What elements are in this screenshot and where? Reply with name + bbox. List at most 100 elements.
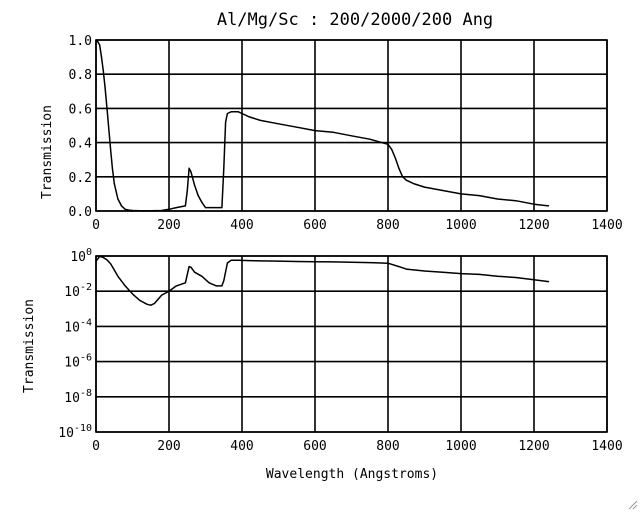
top-data-point (201, 201, 203, 203)
bottom-data-point (230, 259, 232, 261)
bottom-transmission-curve (95, 255, 549, 306)
top-data-point (190, 171, 192, 173)
bottom-data-point (102, 256, 104, 259)
top-data-point (128, 209, 130, 211)
bottom-data-point (190, 266, 192, 268)
bottom-data-point (460, 273, 462, 275)
top-tick-labels: 0 200 400 600 800 1000 1200 1400 0.0 0.2 0.4 0.6 0.8… (69, 34, 623, 233)
linear-transmission-panel: 0 200 400 600 800 1000 1200 1400 0.0 0.2 0.4 0.6 0.8… (40, 34, 623, 233)
top-data-point (184, 205, 186, 207)
bottom-data-point (369, 262, 371, 264)
bottom-data-point (95, 260, 97, 262)
top-y-axis-label: Transmission (40, 105, 55, 199)
top-data-point (139, 210, 141, 212)
bottom-data-point (350, 261, 353, 263)
bottom-data-point (139, 299, 141, 301)
top-data-point (113, 183, 115, 185)
top-data-point (442, 189, 444, 192)
top-x-tick-label: 1400 (591, 218, 622, 233)
top-data-point (533, 203, 535, 205)
bottom-data-point (153, 302, 155, 305)
top-data-point (394, 157, 396, 159)
bottom-data-point (124, 285, 126, 287)
bottom-x-tick-label: 1000 (445, 439, 476, 454)
top-data-point (99, 44, 101, 46)
bottom-data-point (442, 271, 444, 273)
top-data-point (120, 205, 123, 207)
top-data-point (405, 179, 407, 181)
top-x-tick-label: 1000 (445, 218, 476, 233)
top-data-point (225, 121, 227, 123)
bottom-data-point (515, 276, 517, 279)
bottom-x-tick-label: 200 (157, 439, 180, 454)
top-data-point (296, 126, 298, 128)
bottom-y-tick-label: 100 (70, 247, 92, 265)
bottom-data-point (188, 266, 190, 268)
top-y-tick-label: 1.0 (69, 34, 92, 49)
bottom-data-point (248, 260, 250, 262)
bottom-x-tick-label: 1400 (591, 439, 622, 454)
bottom-grid-lines (95, 255, 608, 433)
top-x-tick-label: 800 (376, 218, 399, 233)
top-data-point (223, 167, 225, 169)
top-data-point (168, 208, 170, 210)
top-data-point (387, 143, 389, 145)
resize-grip-icon[interactable] (626, 498, 638, 510)
top-y-tick-label: 0.6 (69, 102, 92, 117)
bottom-data-point (398, 266, 400, 268)
top-data-point (402, 176, 404, 178)
top-data-point (515, 200, 517, 202)
top-data-point (237, 111, 239, 113)
bottom-data-point (296, 260, 298, 263)
bottom-data-point (113, 269, 115, 271)
top-data-point (241, 112, 243, 115)
bottom-x-tick-label: 600 (303, 439, 326, 454)
top-series-group (95, 39, 550, 212)
bottom-data-point (161, 294, 163, 296)
top-data-point (106, 107, 108, 109)
top-data-point (460, 193, 462, 195)
top-transmission-curve (95, 39, 549, 212)
top-data-point (161, 209, 163, 212)
top-data-point (100, 56, 103, 58)
top-data-point (204, 207, 207, 209)
bottom-data-point (168, 290, 170, 292)
bottom-y-tick-label: 10-6 (64, 353, 92, 371)
bottom-x-tick-label: 0 (92, 439, 100, 454)
bottom-y-tick-label: 10-8 (64, 388, 92, 406)
bottom-data-point (106, 259, 108, 261)
top-data-point (186, 189, 188, 192)
top-plot-frame (95, 39, 608, 212)
bottom-data-point (221, 285, 223, 287)
bottom-data-point (208, 282, 210, 284)
top-data-point (548, 205, 550, 207)
top-data-point (496, 198, 499, 200)
bottom-data-point (314, 261, 316, 263)
top-data-point (131, 209, 134, 212)
top-y-tick-label: 0.2 (69, 171, 92, 186)
bottom-data-point (110, 263, 112, 265)
top-data-point (194, 184, 196, 186)
bottom-data-point (117, 275, 119, 277)
top-data-point (413, 183, 415, 185)
top-data-point (221, 207, 223, 209)
bottom-plot-frame (95, 255, 608, 433)
bottom-data-point (548, 281, 550, 283)
bottom-data-point (496, 275, 499, 277)
top-data-point (391, 148, 393, 150)
top-data-point (398, 167, 400, 169)
top-data-point (369, 138, 371, 140)
bottom-tick-labels: 0 200 400 600 800 1000 1200 1400 10-10 10-8 10-6 10… (58, 247, 622, 454)
bottom-y-axis-label: Transmission (22, 299, 37, 393)
bottom-data-point (533, 279, 535, 281)
bottom-data-point (332, 261, 334, 263)
bottom-data-point (226, 262, 228, 264)
top-data-point (108, 128, 110, 130)
bottom-data-point (150, 304, 152, 306)
bottom-data-point (277, 260, 280, 262)
bottom-data-point (146, 303, 148, 305)
top-data-point (332, 131, 334, 133)
top-x-tick-label: 200 (157, 218, 180, 233)
top-y-tick-label: 0.0 (69, 205, 92, 220)
log-transmission-panel: 0 200 400 600 800 1000 1200 1400 10-10 10-8 10-6 10… (22, 247, 623, 482)
